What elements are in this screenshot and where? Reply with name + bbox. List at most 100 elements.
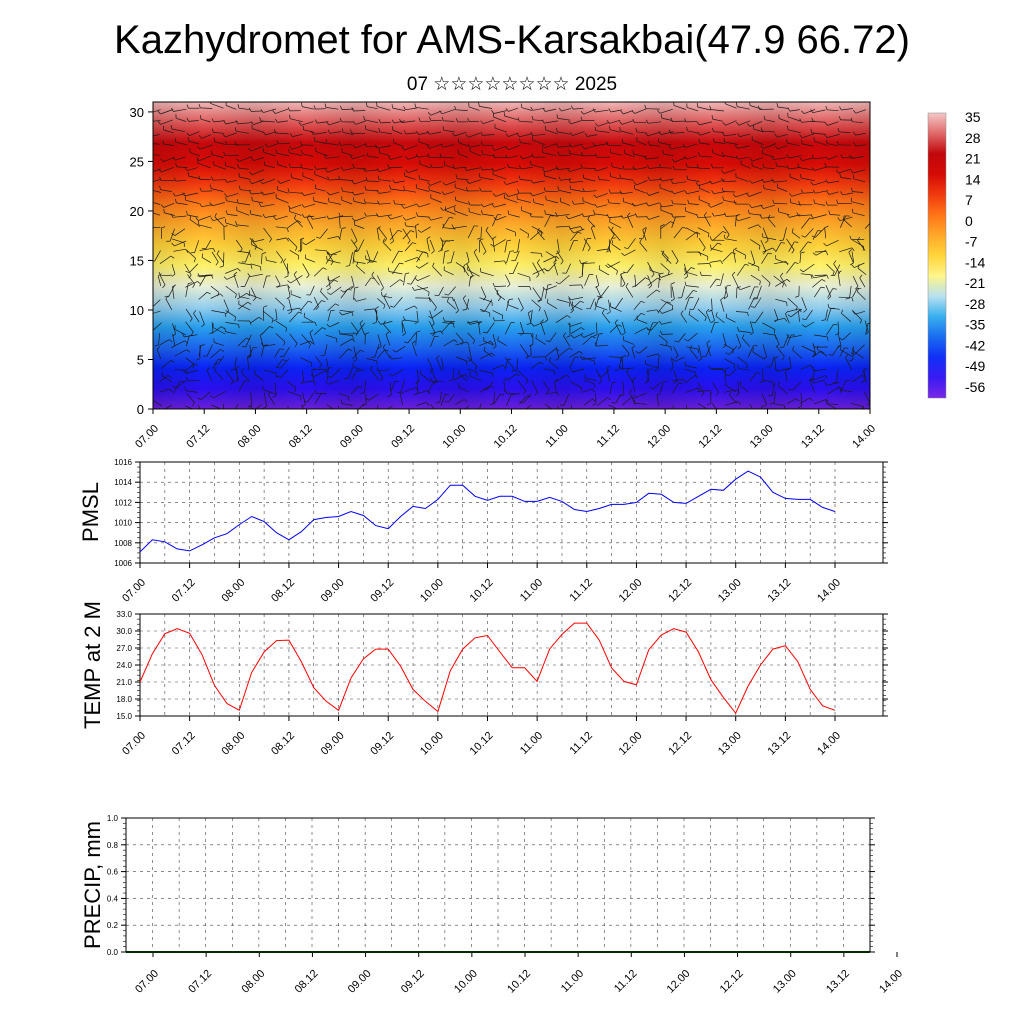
wind-barb [394,180,405,184]
x-tick-label: 07.12 [186,968,214,996]
wind-barb [557,131,570,135]
wind-barb-flag [209,202,213,207]
wind-barb-flag [287,107,290,112]
wind-barb [279,369,289,378]
wind-barb-flag [516,373,521,377]
wind-barb-flag [238,172,240,178]
wind-barb [724,358,735,365]
wind-barb [417,215,430,218]
wind-barb-flag [440,207,444,211]
wind-barb [390,381,396,393]
wind-barb-flag [505,154,509,159]
wind-barb-flag [812,189,816,194]
wind-barb-flag [339,215,344,218]
wind-barb-flag [504,260,507,265]
wind-barb [646,157,659,160]
wind-barb [624,249,636,256]
wind-barb [420,226,431,233]
wind-barb-flag [287,205,292,209]
wind-barb-flag [644,380,649,384]
wind-barb-flag [744,255,746,260]
wind-barb [350,239,358,249]
wind-barb-flag [400,391,404,395]
wind-barb-flag [721,177,724,182]
wind-barb-flag [451,297,454,302]
wind-barb [350,385,359,394]
wind-barb-flag [618,365,622,369]
wind-barb-flag [210,176,214,181]
wind-barb [749,121,763,127]
wind-barb-flag [656,392,661,396]
wind-barb-flag [309,340,314,345]
wind-barb [685,285,699,288]
y-tick-label: 1012 [114,498,132,507]
wind-barb-flag [238,185,241,190]
wind-barb [383,296,391,310]
wind-barb-flag [635,127,638,132]
wind-barb [661,254,672,264]
wind-barb-flag [327,129,331,134]
wind-barb-flag [438,249,443,252]
wind-barb-flag [711,190,714,194]
wind-barb [650,321,659,331]
wind-barb [581,262,584,275]
wind-barb-flag [824,375,828,379]
wind-barb-flag [324,168,329,173]
wind-barb-flag [852,310,856,315]
wind-barb [685,387,699,393]
wind-barb [289,311,299,323]
wind-barb [293,274,301,286]
wind-barb [685,210,698,216]
wind-barb-flag [852,131,856,136]
wind-barb [584,190,597,193]
wind-barb [187,379,200,382]
wind-barbs [153,102,870,409]
wind-barb-flag [668,145,672,150]
wind-barb [366,145,378,148]
wind-barb [685,143,698,148]
wind-barb [467,368,478,373]
wind-barb [639,242,648,252]
wind-barb-flag [833,323,838,326]
wind-barb [660,131,674,135]
wind-barb-flag [206,291,211,295]
wind-barb-flag [276,139,279,144]
wind-barb [749,286,755,300]
wind-barb [735,249,746,256]
wind-barb-flag [621,138,623,143]
wind-barb [622,381,625,395]
wind-barb [186,335,190,347]
wind-barb [226,200,238,204]
wind-barb [301,370,305,383]
wind-barb-flag [667,271,670,276]
wind-barb-flag [235,294,237,299]
wind-barb-flag [709,180,713,185]
wind-barb [419,178,430,182]
wind-barb [158,375,169,383]
wind-barb [455,187,468,192]
wind-barb [814,251,827,253]
wind-barb-flag [556,392,559,396]
wind-barb [245,334,252,348]
time-tick-label: 10.12 [492,423,520,451]
wind-barb-flag [415,184,418,189]
colorbar-label: 21 [965,151,981,167]
wind-barb [851,251,855,263]
wind-barb-flag [263,344,268,346]
wind-barb-flag [157,121,161,125]
wind-barb [415,332,417,346]
wind-barb-flag [702,247,706,252]
wind-barb [304,203,316,208]
wind-barb [557,405,560,409]
wind-barb [407,332,417,344]
wind-barb [400,394,403,406]
wind-barb-flag [516,133,520,138]
wind-barb-flag [789,198,792,203]
wind-barb [331,368,341,378]
wind-barb-flag [326,323,330,328]
wind-barb [813,368,827,372]
wind-barb-flag [196,358,201,361]
wind-barb [556,250,564,262]
wind-barb-flag [249,210,252,215]
wind-barb-flag [812,252,817,256]
